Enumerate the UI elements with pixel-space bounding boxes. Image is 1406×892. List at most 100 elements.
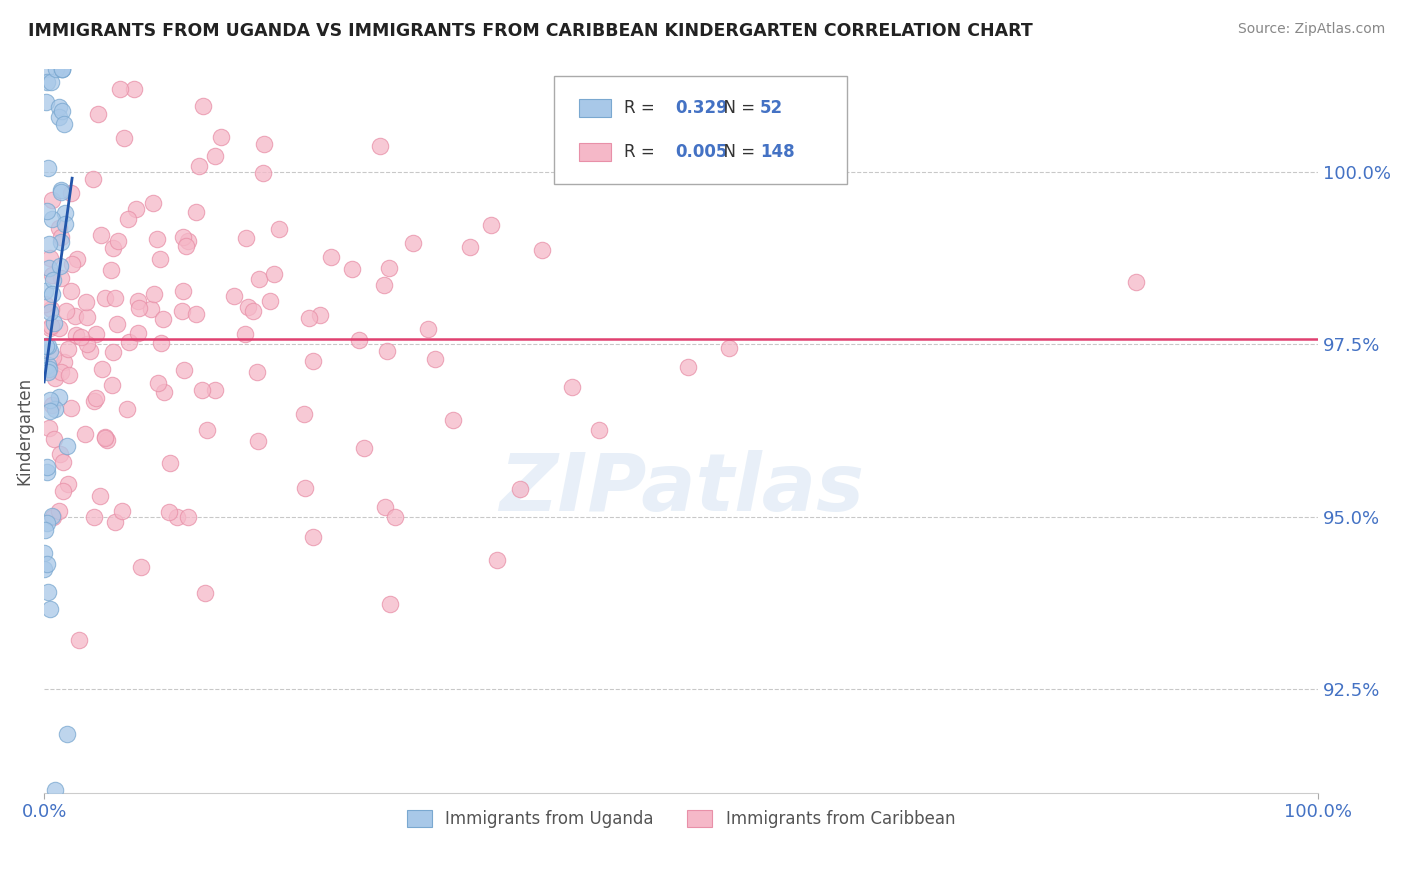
Point [441, 413, 464, 427]
Point [347, 333, 370, 347]
Point [41, 398, 63, 412]
Point [233, 327, 256, 342]
Point [83, 509, 105, 524]
Point [1125, 275, 1147, 289]
Point [145, 232, 167, 246]
Point [44, 316, 66, 330]
Point [34, 95, 56, 109]
Point [111, 504, 134, 518]
Point [35, 459, 58, 474]
Point [56, 439, 79, 453]
Point [38, 251, 60, 265]
Point [91, 361, 114, 376]
Point [48, 110, 70, 124]
Point [717, 341, 740, 355]
Point [82, 172, 104, 186]
Point [37, 161, 59, 175]
Point [45, 62, 67, 76]
Point [94, 291, 117, 305]
Point [38, 403, 60, 417]
Point [83, 394, 105, 409]
Point [73, 426, 96, 441]
Point [86, 326, 108, 341]
Point [51, 62, 73, 76]
Point [34, 360, 56, 375]
Point [142, 196, 165, 211]
Point [104, 515, 127, 529]
Point [35, 465, 58, 479]
Point [152, 312, 174, 326]
Point [247, 434, 270, 448]
Point [177, 509, 200, 524]
Point [197, 423, 219, 437]
Point [101, 242, 124, 256]
Point [39, 75, 62, 89]
Point [44, 783, 66, 797]
Point [378, 260, 401, 275]
Point [678, 360, 700, 375]
Point [35, 557, 58, 571]
Point [38, 343, 60, 358]
Legend: Immigrants from Uganda, Immigrants from Caribbean: Immigrants from Uganda, Immigrants from … [401, 804, 962, 835]
Point [159, 456, 181, 470]
Point [41, 508, 63, 523]
Point [48, 221, 70, 235]
Point [37, 365, 59, 379]
Bar [579, 99, 612, 118]
Point [32, 562, 55, 576]
Point [194, 586, 217, 600]
Point [48, 100, 70, 114]
Point [39, 302, 62, 317]
Point [41, 318, 63, 333]
Point [172, 230, 194, 244]
Point [49, 365, 72, 379]
Point [59, 186, 82, 200]
Point [128, 301, 150, 315]
Point [53, 205, 76, 219]
Point [177, 234, 200, 248]
Y-axis label: Kindergarten: Kindergarten [15, 376, 32, 484]
Point [38, 421, 60, 435]
Point [309, 308, 332, 322]
Point [184, 307, 207, 321]
FancyBboxPatch shape [554, 76, 846, 185]
Text: IMMIGRANTS FROM UGANDA VS IMMIGRANTS FROM CARIBBEAN KINDERGARTEN CORRELATION CHA: IMMIGRANTS FROM UGANDA VS IMMIGRANTS FRO… [28, 22, 1033, 40]
Point [588, 423, 610, 437]
Text: R =: R = [624, 99, 659, 118]
Point [34, 524, 56, 538]
Text: 0.005: 0.005 [675, 143, 727, 161]
Point [149, 252, 172, 266]
Point [38, 236, 60, 251]
Point [38, 361, 60, 376]
Point [150, 336, 173, 351]
Point [353, 442, 375, 456]
Point [51, 183, 73, 197]
Point [56, 727, 79, 741]
Point [191, 99, 214, 113]
Text: R =: R = [624, 143, 659, 161]
Point [66, 252, 89, 267]
Point [52, 455, 75, 469]
Point [101, 344, 124, 359]
Point [247, 272, 270, 286]
Point [302, 354, 325, 368]
Point [146, 376, 169, 390]
Point [108, 82, 131, 96]
Point [63, 309, 86, 323]
Point [263, 268, 285, 282]
Point [294, 481, 316, 495]
Point [34, 297, 56, 311]
Point [44, 401, 66, 416]
Point [35, 75, 58, 89]
Point [67, 633, 90, 648]
Point [94, 432, 117, 446]
Point [48, 504, 70, 518]
Point [41, 287, 63, 301]
Point [173, 363, 195, 377]
Point [60, 257, 83, 271]
Point [509, 482, 531, 496]
Point [42, 432, 65, 446]
Point [174, 239, 197, 253]
Point [49, 235, 72, 249]
Point [76, 337, 98, 351]
